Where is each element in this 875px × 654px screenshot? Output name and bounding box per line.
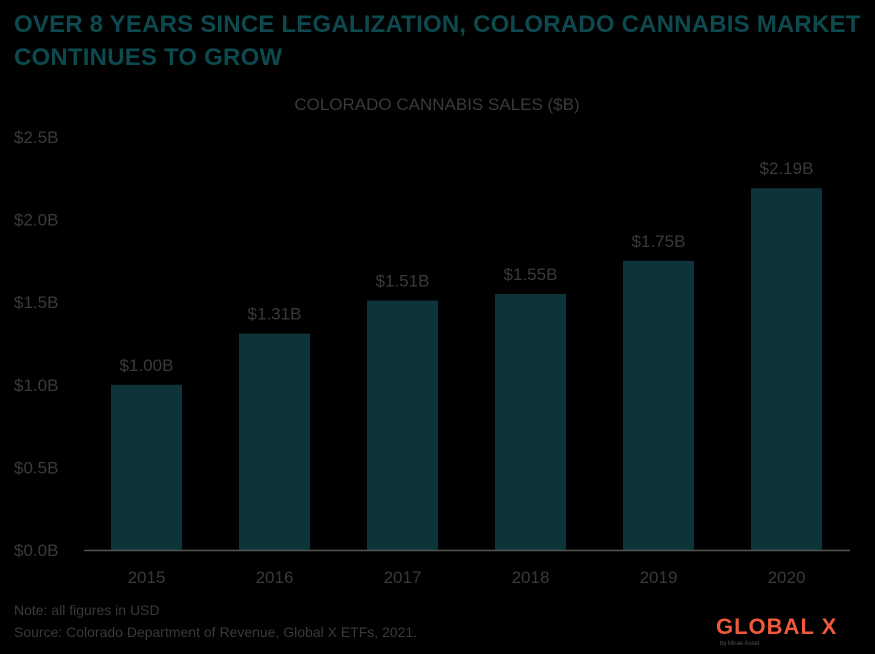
x-tick-label: 2017 <box>384 568 422 587</box>
y-tick-label: $0.0B <box>14 541 58 560</box>
global-x-logo: GLOBAL X <box>716 614 838 639</box>
bar-2020 <box>751 188 822 550</box>
data-label: $1.55B <box>504 265 558 284</box>
headline-line-2: CONTINUES TO GROW <box>14 44 283 71</box>
bar-2015 <box>111 384 182 550</box>
bars: $1.00B $1.31B $1.51B $1.55B $1.75B $2.19B <box>111 159 822 550</box>
y-tick-label: $1.0B <box>14 376 58 395</box>
data-label: $1.75B <box>632 232 686 251</box>
y-tick-label: $1.5B <box>14 293 58 312</box>
data-label: $2.19B <box>760 159 814 178</box>
y-tick-label: $2.0B <box>14 211 58 230</box>
headline-line-1: OVER 8 YEARS SINCE LEGALIZATION, COLORAD… <box>14 11 861 38</box>
x-axis: 2015 2016 2017 2018 2019 2020 <box>84 549 850 587</box>
data-label: $1.00B <box>120 356 174 375</box>
bar-2018 <box>495 293 566 550</box>
bar-2017 <box>367 300 438 550</box>
x-tick-label: 2019 <box>640 568 678 587</box>
bar-2016 <box>239 333 310 550</box>
chart-source: Source: Colorado Department of Revenue, … <box>14 624 418 640</box>
y-tick-label: $2.5B <box>14 128 58 147</box>
x-tick-label: 2016 <box>256 568 294 587</box>
headline: OVER 8 YEARS SINCE LEGALIZATION, COLORAD… <box>14 8 864 74</box>
global-x-logo-tagline: by Mirae Asset <box>720 641 760 647</box>
y-axis: $0.0B $0.5B $1.0B $1.5B $2.0B $2.5B <box>14 128 58 560</box>
y-tick-label: $0.5B <box>14 458 58 477</box>
data-label: $1.31B <box>248 305 302 324</box>
chart-title: COLORADO CANNABIS SALES ($B) <box>294 95 579 114</box>
x-tick-label: 2015 <box>128 568 166 587</box>
chart-note: Note: all figures in USD <box>14 602 160 618</box>
x-tick-label: 2018 <box>512 568 550 587</box>
bar-chart: COLORADO CANNABIS SALES ($B) $0.0B$0.5B$… <box>14 95 850 587</box>
bar-2019 <box>623 260 694 550</box>
data-label: $1.51B <box>376 272 430 291</box>
x-tick-label: 2020 <box>768 568 806 587</box>
